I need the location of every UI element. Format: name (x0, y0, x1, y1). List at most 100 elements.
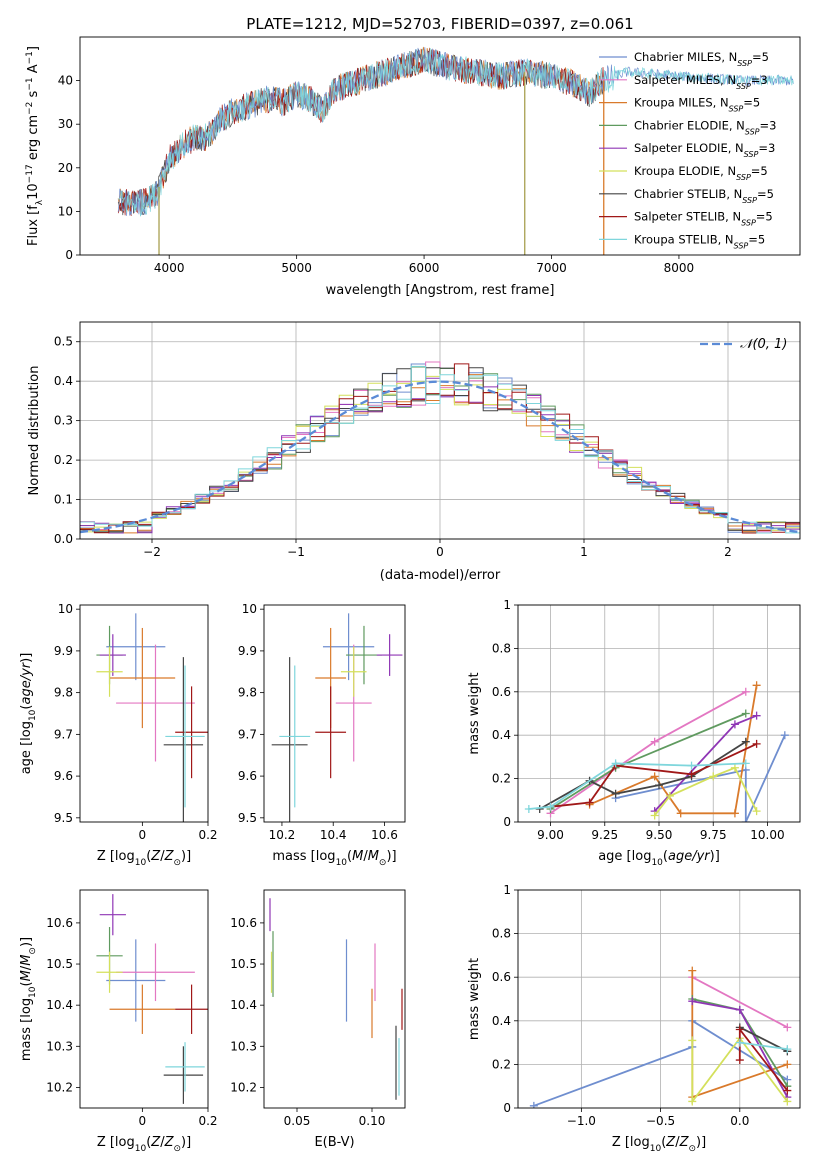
weight-marker (687, 770, 696, 779)
y-axis-label: age [log10(age/yr)] (19, 653, 38, 775)
x-axis-label: Z [log10(Z/Z⊙)] (612, 1135, 706, 1154)
label-part: / (363, 849, 368, 864)
label-part: M (19, 955, 34, 966)
weight-marker (730, 809, 739, 818)
y-tick-label: 0.5 (54, 335, 73, 349)
x-tick-label: 0.2 (198, 828, 217, 842)
label-part: Chabrier ELODIE, N (634, 118, 745, 132)
x-axis-label: wavelength [Angstrom, rest frame] (326, 283, 555, 298)
residual-histogram-panel: −2 −1 0 1 2 0.0 0.1 0.2 0.3 0.4 0.5 𝒩(0, 1) (data-mo… (27, 321, 801, 583)
label-part: Z [log (612, 1135, 650, 1150)
label-part: =5 (752, 50, 769, 64)
weight-marker (735, 1005, 744, 1014)
label-part: 10 (135, 858, 147, 868)
y-tick-label: 10.5 (230, 957, 257, 971)
y-tick-label: 9.6 (238, 769, 257, 783)
legend-label: Chabrier ELODIE, NSSP=3 (634, 118, 776, 136)
label-part: SSP (737, 59, 752, 68)
x-tick-label: 10.6 (371, 828, 398, 842)
x-tick-label: 0.2 (198, 1114, 217, 1128)
label-part: ⊙ (379, 858, 387, 868)
y-axis-label: Normed distribution (27, 366, 42, 496)
label-part: ⊙ (173, 1144, 181, 1154)
weight-marker (741, 759, 750, 768)
label-part: SSP (729, 104, 744, 113)
label-part: age/yr (668, 849, 711, 864)
label-part: Salpeter ELODIE, N (634, 141, 744, 155)
weight-marker (650, 772, 659, 781)
x-tick-label: 2 (724, 545, 732, 559)
label-part: age/yr (19, 661, 34, 704)
y-tick-label: 9.9 (238, 644, 257, 658)
label-part: mass weight (467, 672, 482, 754)
label-part: / (160, 849, 165, 864)
label-part: mass weight (467, 958, 482, 1040)
weight-marker (709, 772, 718, 781)
y-tick-label: 0.4 (54, 374, 73, 388)
x-axis-label: (data-model)/error (380, 568, 501, 583)
y-tick-label: 0.8 (492, 641, 511, 655)
y-tick-label: 0.1 (54, 493, 73, 507)
label-part: 10 (336, 858, 348, 868)
label-part: Z (679, 1135, 690, 1150)
y-tick-label: 10.4 (46, 998, 73, 1012)
x-tick-label: 9.50 (646, 828, 673, 842)
y-tick-label: 10.3 (46, 1039, 73, 1053)
y-tick-label: 10.4 (230, 998, 257, 1012)
label-part: Z [log (97, 849, 135, 864)
x-tick-label: 7000 (536, 261, 567, 275)
label-part: ( (19, 981, 34, 986)
weight-line (550, 743, 757, 808)
label-part: SSP (736, 81, 751, 90)
legend-label: Salpeter STELIB, NSSP=5 (634, 210, 773, 228)
y-tick-label: 0.4 (492, 728, 511, 742)
label-part: s (26, 90, 41, 101)
x-tick-label: −2 (143, 545, 161, 559)
label-part: Normed distribution (27, 366, 42, 496)
weight-marker (783, 1086, 792, 1095)
label-part: ( (146, 1135, 151, 1150)
weight-marker (687, 761, 696, 770)
label-part: ] (26, 46, 41, 51)
label-part: =3 (760, 118, 777, 132)
weight-marker (665, 791, 674, 800)
label-part: )] (19, 937, 34, 947)
weight-marker (529, 1101, 538, 1108)
weight-marker (688, 966, 697, 975)
x-tick-label: 8000 (664, 261, 695, 275)
label-part: Kroupa ELODIE, N (634, 164, 736, 178)
weight-marker (730, 763, 739, 772)
y-tick-label: 10.2 (46, 1080, 73, 1094)
y-axis-label: mass weight (467, 672, 482, 754)
label-part: 10 (650, 1144, 662, 1154)
label-part: Z (164, 849, 175, 864)
axes-frame (263, 889, 406, 1109)
x-tick-label: 1 (580, 545, 588, 559)
y-tick-label: 9.6 (54, 769, 73, 783)
x-tick-label: 0 (436, 545, 444, 559)
axes-frame (79, 36, 801, 256)
label-part: ( (146, 849, 151, 864)
y-tick-label: 10 (242, 602, 257, 616)
spectrum-plot-area (117, 46, 794, 255)
axes-frame (517, 604, 801, 823)
x-tick-label: 9.25 (591, 828, 618, 842)
normal-curve (80, 380, 800, 534)
weight-marker (780, 731, 789, 740)
label-part: / (160, 1135, 165, 1150)
label-part: mass [log (272, 849, 335, 864)
weight-line (691, 1036, 789, 1105)
axes-frame (517, 889, 801, 1109)
x-axis-label: mass [log10(M/M⊙)] (272, 849, 396, 868)
label-part: 10 (28, 709, 38, 721)
legend-label: Kroupa MILES, NSSP=5 (634, 96, 760, 114)
weight-marker (524, 804, 533, 813)
label-part: age [log (19, 721, 34, 774)
y-tick-label: 1 (503, 598, 511, 612)
label-part: )] (19, 653, 34, 663)
legend-label: Salpeter ELODIE, NSSP=3 (634, 141, 775, 159)
label-part: mass [log (19, 998, 34, 1061)
